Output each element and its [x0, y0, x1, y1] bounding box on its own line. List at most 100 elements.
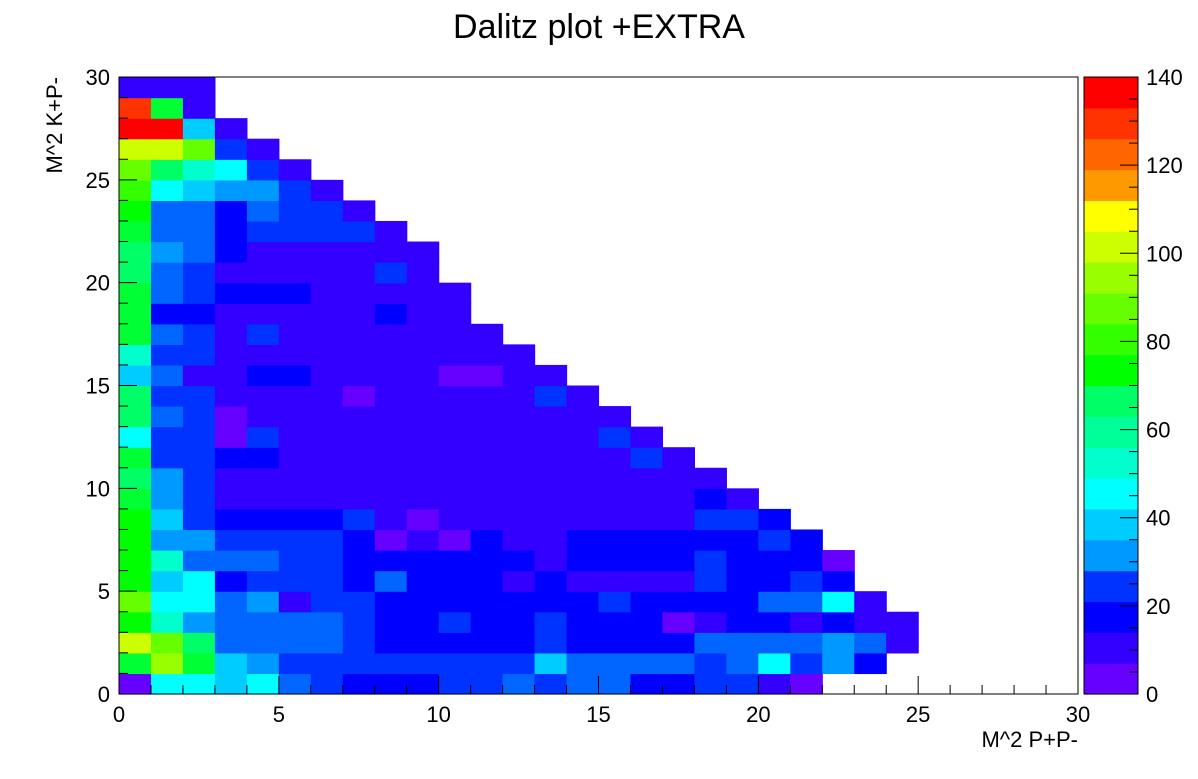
heatmap-cell	[278, 508, 312, 531]
heatmap-cell	[534, 488, 568, 510]
heatmap-cell	[534, 632, 568, 654]
heatmap-cell	[438, 426, 472, 448]
heatmap-cell	[119, 344, 152, 366]
heatmap-cell	[119, 570, 152, 592]
x-tick-label: 0	[113, 702, 125, 727]
heatmap-cell	[246, 406, 280, 428]
heatmap-cell	[150, 611, 184, 633]
heatmap-cell	[374, 673, 408, 695]
y-tick-label: 5	[98, 579, 110, 604]
heatmap-cell	[246, 159, 280, 181]
heatmap-cell	[470, 323, 504, 345]
heatmap-cell	[310, 447, 344, 469]
heatmap-cell	[150, 467, 184, 489]
z-tick-label: 140	[1146, 65, 1183, 90]
heatmap-cell	[246, 591, 280, 613]
heatmap-cell	[726, 529, 759, 551]
heatmap-cell	[310, 364, 344, 387]
heatmap-cell	[342, 467, 376, 489]
heatmap-cell	[790, 591, 823, 613]
heatmap-cell	[342, 529, 376, 551]
heatmap-cell	[598, 447, 632, 469]
heatmap-cell	[374, 447, 408, 469]
color-scale-axis: 0 20 40 60 80 100 120 140	[1120, 65, 1183, 707]
heatmap-cell	[502, 508, 536, 531]
heatmap-cell	[726, 550, 759, 572]
z-tick-label: 120	[1146, 153, 1183, 178]
heatmap-cell	[438, 550, 472, 572]
heatmap-cell	[470, 385, 504, 407]
heatmap-cell	[150, 673, 184, 695]
heatmap-cell	[566, 591, 600, 613]
heatmap-cell	[502, 632, 536, 654]
heatmap-cell	[790, 529, 823, 551]
heatmap-cell	[854, 632, 887, 654]
heatmap-cell	[630, 673, 664, 695]
heatmap-cell	[182, 97, 216, 119]
heatmap-cell	[310, 406, 344, 428]
heatmap-cell	[438, 364, 472, 387]
heatmap-cell	[470, 652, 504, 675]
heatmap-cell	[630, 508, 664, 531]
heatmap-cell	[214, 550, 248, 572]
heatmap-cell	[246, 611, 280, 633]
heatmap-cell	[278, 220, 312, 243]
heatmap-cell	[150, 529, 184, 551]
heatmap-cell	[630, 467, 664, 489]
heatmap-cell	[182, 447, 216, 469]
heatmap-cell	[406, 303, 440, 325]
x-tick-label: 10	[426, 702, 450, 727]
heatmap-cell	[566, 508, 600, 531]
heatmap-cell	[598, 632, 632, 654]
heatmap-cell	[502, 426, 536, 448]
heatmap-cell	[726, 652, 759, 675]
heatmap-cell	[566, 406, 600, 428]
heatmap-cell	[119, 632, 152, 654]
heatmap-cell	[502, 550, 536, 572]
heatmap-cell	[342, 570, 376, 592]
heatmap-cell	[374, 262, 408, 284]
heatmap-cell	[278, 406, 312, 428]
heatmap-cell	[790, 673, 823, 695]
heatmap-cell	[566, 570, 600, 592]
heatmap-cell	[406, 550, 440, 572]
heatmap-cell	[694, 632, 727, 654]
heatmap-cell	[246, 570, 280, 592]
heatmap-cell	[182, 344, 216, 366]
heatmap-cell	[310, 488, 344, 510]
heatmap-cell	[310, 529, 344, 551]
heatmap-cell	[246, 262, 280, 284]
heatmap-cell	[406, 323, 440, 345]
heatmap-cell	[662, 673, 695, 695]
heatmap-cell	[534, 529, 568, 551]
color-scale	[1083, 76, 1139, 695]
x-axis-label: M^2 P+P-	[981, 727, 1078, 752]
heatmap-cell	[758, 652, 791, 675]
heatmap-cell	[214, 262, 248, 284]
heatmap-cell	[246, 200, 280, 222]
heatmap-cell	[438, 611, 472, 633]
heatmap-cell	[182, 673, 216, 695]
heatmap-cell	[278, 323, 312, 345]
heatmap-cell	[406, 570, 440, 592]
heatmap-cell	[310, 179, 344, 201]
heatmap-cell	[374, 282, 408, 304]
heatmap-cell	[470, 488, 504, 510]
heatmap-cell	[502, 673, 536, 695]
heatmap-cell	[566, 529, 600, 551]
heatmap-cell	[150, 262, 184, 284]
heatmap-cell	[150, 550, 184, 572]
heatmap-cell	[278, 426, 312, 448]
heatmap-cell	[406, 632, 440, 654]
heatmap-cell	[310, 344, 344, 366]
heatmap-cell	[630, 529, 664, 551]
heatmap-cell	[119, 77, 152, 99]
heatmap-cell	[342, 591, 376, 613]
heatmap-cell	[150, 364, 184, 387]
heatmap-cell	[598, 673, 632, 695]
z-tick-label: 0	[1146, 682, 1158, 707]
heatmap-cell	[278, 488, 312, 510]
color-scale-band	[1084, 539, 1138, 572]
color-scale-band	[1084, 231, 1138, 263]
heatmap-cell	[758, 529, 791, 551]
